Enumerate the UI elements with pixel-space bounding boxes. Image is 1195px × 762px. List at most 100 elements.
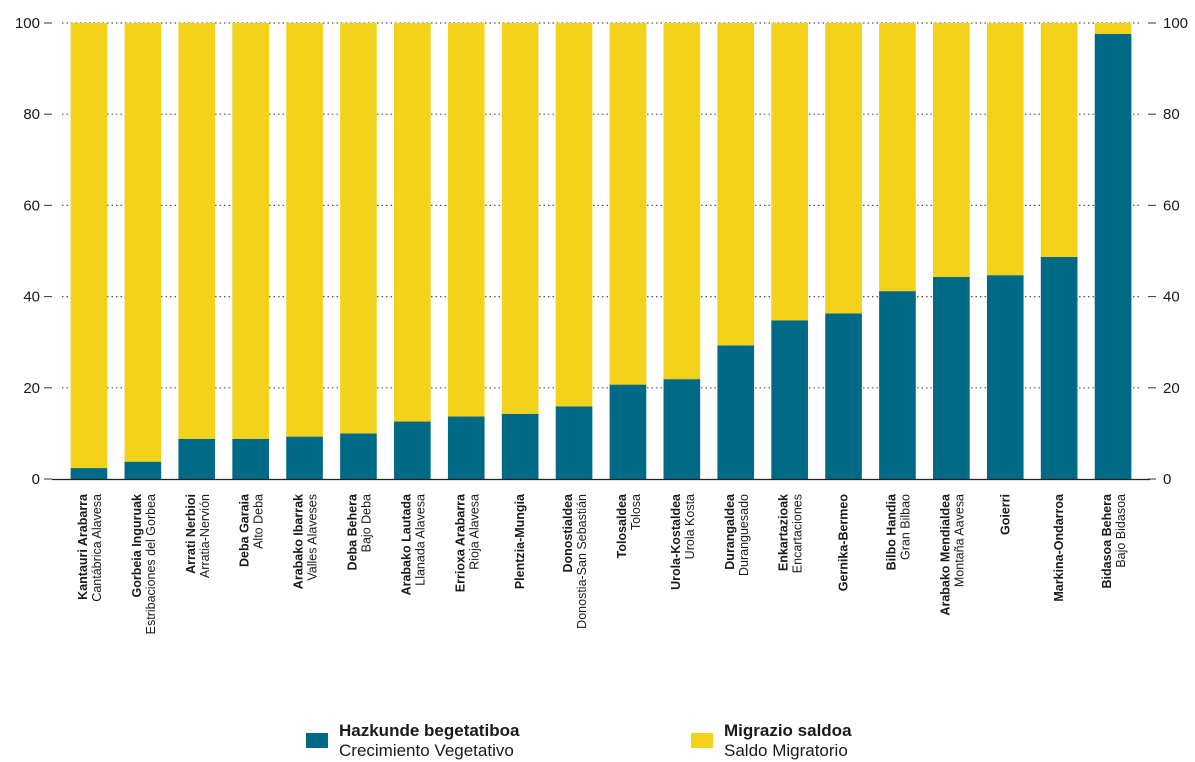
x-category-secondary: Rioja Alavesa — [467, 494, 481, 570]
x-category-label: Bidasoa Behera Bajo Bidasoa — [1100, 493, 1128, 589]
x-category-label: Enkartazioak Encartaciones — [777, 494, 805, 573]
bar-saldo-migratorio — [394, 23, 431, 422]
bar-saldo-migratorio — [232, 23, 269, 439]
x-category-primary: Arabako Lautada — [399, 493, 413, 595]
x-category-primary: Enkartazioak — [777, 494, 791, 571]
x-category-secondary: Duranguesado — [737, 494, 751, 576]
bar-saldo-migratorio — [178, 23, 216, 439]
legend-label-secondary: Saldo Migratorio — [724, 741, 848, 760]
bar-crecimiento-vegetativo — [1040, 256, 1078, 479]
y-tick-label-left: 80 — [23, 106, 40, 123]
bars — [70, 23, 1132, 479]
x-category-primary: Deba Garaia — [238, 493, 252, 567]
x-category-primary: Urola-Kostaldea — [669, 493, 683, 590]
bar-saldo-migratorio — [933, 23, 970, 277]
bar-saldo-migratorio — [555, 23, 593, 407]
bar-crecimiento-vegetativo — [771, 320, 808, 479]
x-category-secondary: Cantábrica Alavesa — [90, 494, 104, 602]
bar-crecimiento-vegetativo — [717, 345, 755, 479]
bar-crecimiento-vegetativo — [825, 313, 862, 479]
x-category-label: Arabako Mendialdea Montaña Aavesa — [938, 493, 966, 616]
bar-saldo-migratorio — [717, 23, 755, 346]
y-tick-label-right: 100 — [1163, 15, 1188, 32]
bar-saldo-migratorio — [124, 23, 162, 462]
x-category-primary: Donostialdea — [561, 493, 575, 573]
bar-crecimiento-vegetativo — [986, 275, 1024, 479]
x-category-primary: Goierri — [998, 494, 1012, 535]
y-tick-label-left: 0 — [32, 471, 40, 488]
x-category-secondary: Urola Kosta — [683, 494, 697, 559]
bar-crecimiento-vegetativo — [1094, 33, 1132, 479]
x-category-secondary: Bajo Deba — [359, 494, 373, 552]
bar-crecimiento-vegetativo — [124, 461, 162, 479]
x-category-label: Urola-Kostaldea Urola Kosta — [669, 493, 697, 590]
bar-saldo-migratorio — [771, 23, 808, 321]
grid-lines — [62, 22, 1140, 389]
x-category-secondary: Montaña Aavesa — [952, 494, 966, 587]
x-category-label: Arabako Lautada Llanada Alavesa — [399, 493, 427, 595]
x-category-label: Deba Garaia Alto Deba — [238, 493, 266, 567]
y-tick-label-right: 60 — [1163, 197, 1180, 214]
legend-label-secondary: Crecimiento Vegetativo — [339, 741, 514, 760]
x-category-primary: Arabako Ibarrak — [292, 494, 306, 589]
y-tick-label-right: 20 — [1163, 380, 1180, 397]
bar-crecimiento-vegetativo — [501, 413, 539, 479]
y-tick-label-right: 40 — [1163, 289, 1180, 306]
bar-saldo-migratorio — [1094, 23, 1132, 34]
bar-saldo-migratorio — [1040, 23, 1078, 257]
bar-saldo-migratorio — [501, 23, 539, 414]
bar-crecimiento-vegetativo — [286, 436, 323, 479]
x-category-primary: Durangaldea — [723, 493, 737, 570]
bar-saldo-migratorio — [286, 23, 323, 437]
bar-crecimiento-vegetativo — [609, 384, 647, 479]
x-category-primary: Bidasoa Behera — [1100, 493, 1114, 589]
bar-crecimiento-vegetativo — [663, 379, 701, 479]
bar-saldo-migratorio — [70, 23, 108, 469]
x-category-label: Deba Behera Bajo Deba — [345, 493, 373, 570]
bar-crecimiento-vegetativo — [340, 433, 377, 479]
x-category-label: Tolosaldea Tolosa — [615, 493, 643, 558]
x-category-secondary: Tolosa — [629, 494, 643, 530]
x-category-label: Durangaldea Duranguesado — [723, 493, 751, 576]
y-tick-label-right: 80 — [1163, 106, 1180, 123]
y-axis-left: 0 20 40 60 80 100 — [15, 15, 52, 488]
x-category-secondary: Bajo Bidasoa — [1114, 494, 1128, 568]
legend-swatch — [306, 733, 328, 748]
x-category-primary: Errioxa Arabarra — [453, 493, 467, 592]
bar-saldo-migratorio — [986, 23, 1024, 276]
y-tick-label-left: 60 — [23, 197, 40, 214]
x-category-primary: Deba Behera — [345, 493, 359, 570]
y-tick-label-left: 100 — [15, 15, 40, 32]
bar-crecimiento-vegetativo — [555, 406, 593, 479]
x-category-label: Gernika-Bermeo — [837, 494, 851, 592]
x-category-primary: Markina-Ondarroa — [1052, 493, 1066, 602]
bar-crecimiento-vegetativo — [933, 276, 970, 479]
x-category-label: Arabako Ibarrak Valles Alaveses — [292, 494, 320, 589]
x-category-secondary: Alto Deba — [252, 494, 266, 549]
x-category-primary: Gernika-Bermeo — [837, 494, 851, 592]
x-category-secondary: Arratia-Nervión — [198, 494, 212, 578]
bar-saldo-migratorio — [825, 23, 862, 314]
y-tick-label-left: 20 — [23, 380, 40, 397]
x-category-label: Donostialdea Donostia-San Sebastián — [561, 493, 589, 629]
bar-crecimiento-vegetativo — [394, 421, 431, 479]
x-category-primary: Gorbeia Inguruak — [130, 494, 144, 598]
x-category-primary: Arabako Mendialdea — [938, 493, 952, 616]
x-category-label: Markina-Ondarroa — [1052, 493, 1066, 602]
x-category-label: Goierri — [998, 494, 1012, 535]
y-tick-label-right: 0 — [1163, 471, 1171, 488]
legend-label-primary: Hazkunde begetatiboa — [339, 721, 520, 740]
x-category-primary: Kantauri Arabarra — [76, 493, 90, 600]
x-category-label: Errioxa Arabarra Rioja Alavesa — [453, 493, 481, 592]
x-category-primary: Arrati Nerbioi — [184, 494, 198, 574]
x-category-secondary: Gran Bilbao — [898, 494, 912, 560]
y-axis-right: 0 20 40 60 80 100 — [1148, 15, 1188, 488]
x-category-secondary: Donostia-San Sebastián — [575, 494, 589, 629]
x-category-secondary: Valles Alaveses — [306, 494, 320, 581]
x-category-secondary: Encartaciones — [791, 494, 805, 573]
x-category-label: Plentzia-Mungia — [513, 493, 527, 589]
legend-label-primary: Migrazio saldoa — [724, 721, 852, 740]
bar-saldo-migratorio — [663, 23, 701, 380]
x-category-secondary: Llanada Alavesa — [413, 494, 427, 586]
